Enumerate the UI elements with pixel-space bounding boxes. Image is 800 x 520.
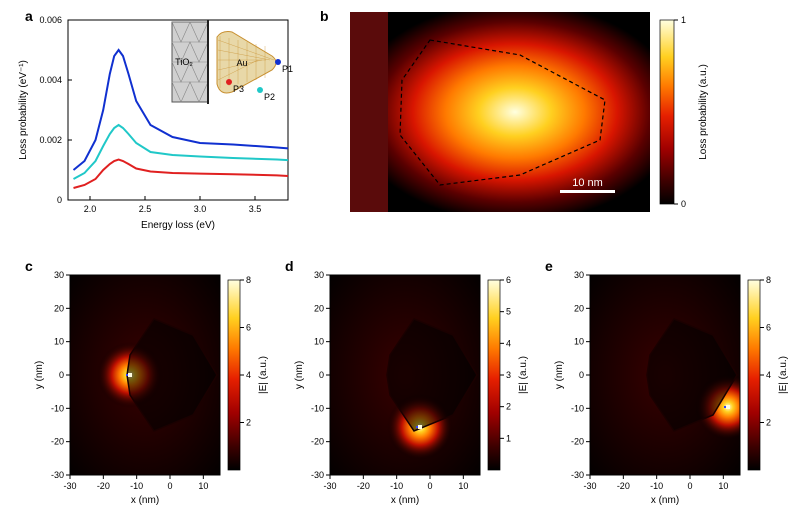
colorbar xyxy=(748,280,760,470)
svg-text:Au: Au xyxy=(236,58,247,68)
panel-c-field: -30 -20 -10 0 10 -30 -20 -10 0 10 20 30 x (nm) y (nm)… xyxy=(32,267,252,512)
svg-text:0.004: 0.004 xyxy=(39,75,62,85)
colorbar xyxy=(660,20,674,204)
svg-text:20: 20 xyxy=(314,303,324,313)
svg-text:-20: -20 xyxy=(97,481,110,491)
svg-text:4: 4 xyxy=(506,338,511,348)
svg-text:-30: -30 xyxy=(323,481,336,491)
svg-text:3: 3 xyxy=(506,370,511,380)
svg-text:0: 0 xyxy=(319,370,324,380)
svg-text:6: 6 xyxy=(246,323,251,333)
svg-text:10: 10 xyxy=(574,337,584,347)
svg-text:-20: -20 xyxy=(617,481,630,491)
svg-text:-30: -30 xyxy=(571,470,584,480)
colorbar xyxy=(488,280,500,470)
inset-point-P2 xyxy=(257,87,263,93)
svg-text:8: 8 xyxy=(246,275,251,285)
panel-label: b xyxy=(320,8,329,24)
svg-text:10: 10 xyxy=(54,337,64,347)
series-P2 xyxy=(74,125,289,179)
svg-text:0: 0 xyxy=(681,199,686,209)
svg-text:2: 2 xyxy=(766,418,771,428)
svg-text:-30: -30 xyxy=(63,481,76,491)
x-axis-label: Energy loss (eV) xyxy=(141,220,215,231)
inset-point-P3 xyxy=(226,79,232,85)
colorbar-title: |E| (a.u.) xyxy=(778,356,789,394)
svg-text:0: 0 xyxy=(427,481,432,491)
svg-text:2.5: 2.5 xyxy=(139,204,152,214)
x-axis-label: x (nm) xyxy=(651,495,679,506)
svg-text:P3: P3 xyxy=(233,84,244,94)
svg-text:0: 0 xyxy=(579,370,584,380)
svg-text:2: 2 xyxy=(506,402,511,412)
svg-text:6: 6 xyxy=(506,275,511,285)
svg-text:0.006: 0.006 xyxy=(39,15,62,25)
svg-text:-10: -10 xyxy=(311,403,324,413)
panel-a-inset: TiO₂ Au P1 P2 P3 xyxy=(172,20,293,104)
x-axis-label: x (nm) xyxy=(391,495,419,506)
svg-text:-30: -30 xyxy=(583,481,596,491)
svg-text:20: 20 xyxy=(54,303,64,313)
y-axis-label: y (nm) xyxy=(554,361,565,389)
svg-text:P2: P2 xyxy=(264,92,275,102)
svg-text:-20: -20 xyxy=(571,437,584,447)
y-axis-label: y (nm) xyxy=(294,361,305,389)
svg-text:-10: -10 xyxy=(650,481,663,491)
svg-text:-30: -30 xyxy=(51,470,64,480)
svg-text:-10: -10 xyxy=(571,403,584,413)
y-axis-label: y (nm) xyxy=(34,361,45,389)
svg-text:1: 1 xyxy=(506,433,511,443)
svg-text:20: 20 xyxy=(574,303,584,313)
svg-text:2: 2 xyxy=(246,418,251,428)
svg-text:0.002: 0.002 xyxy=(39,135,62,145)
colorbar-title: |E| (a.u.) xyxy=(258,356,269,394)
svg-text:-30: -30 xyxy=(311,470,324,480)
svg-text:4: 4 xyxy=(766,370,771,380)
svg-text:-10: -10 xyxy=(51,403,64,413)
x-axis-label: x (nm) xyxy=(131,495,159,506)
scalebar-label: 10 nm xyxy=(572,177,603,189)
svg-text:10: 10 xyxy=(718,481,728,491)
series-P3 xyxy=(74,160,289,189)
scalebar xyxy=(560,190,615,193)
svg-text:2.0: 2.0 xyxy=(84,204,97,214)
svg-text:-10: -10 xyxy=(130,481,143,491)
svg-text:3.0: 3.0 xyxy=(194,204,207,214)
svg-text:-20: -20 xyxy=(311,437,324,447)
svg-text:-10: -10 xyxy=(390,481,403,491)
svg-text:30: 30 xyxy=(574,270,584,280)
svg-text:0: 0 xyxy=(687,481,692,491)
colorbar-title: |E| (a.u.) xyxy=(518,356,529,394)
colorbar xyxy=(228,280,240,470)
svg-text:P1: P1 xyxy=(282,64,293,74)
svg-text:3.5: 3.5 xyxy=(249,204,262,214)
svg-text:4: 4 xyxy=(246,370,251,380)
svg-text:0: 0 xyxy=(59,370,64,380)
svg-text:5: 5 xyxy=(506,307,511,317)
panel-a-chart: 2.0 2.5 3.0 3.5 0 0.002 0.004 0.006 Energy loss … xyxy=(16,12,306,242)
svg-text:8: 8 xyxy=(766,275,771,285)
svg-text:-20: -20 xyxy=(357,481,370,491)
svg-text:6: 6 xyxy=(766,323,771,333)
svg-text:0: 0 xyxy=(57,195,62,205)
panel-d-field: -30 -20 -10 0 10 -30 -20 -10 0 10 20 30 x (nm) y (nm)… xyxy=(292,267,512,512)
svg-text:10: 10 xyxy=(198,481,208,491)
svg-text:1: 1 xyxy=(681,15,686,25)
inset-point-P1 xyxy=(275,59,281,65)
svg-text:30: 30 xyxy=(314,270,324,280)
svg-text:0: 0 xyxy=(167,481,172,491)
svg-text:30: 30 xyxy=(54,270,64,280)
colorbar-title: Loss probability (a.u.) xyxy=(698,64,709,160)
svg-text:10: 10 xyxy=(314,337,324,347)
panel-b-heatmap: 10 nm 0 1 Loss probability (a.u.) xyxy=(350,12,720,222)
panel-e-field: -30 -20 -10 0 10 -30 -20 -10 0 10 20 30 x (nm) y (nm)… xyxy=(552,267,772,512)
svg-text:TiO₂: TiO₂ xyxy=(175,57,193,67)
svg-text:-20: -20 xyxy=(51,437,64,447)
svg-text:10: 10 xyxy=(458,481,468,491)
y-axis-label: Loss probability (eV⁻¹) xyxy=(18,60,29,160)
